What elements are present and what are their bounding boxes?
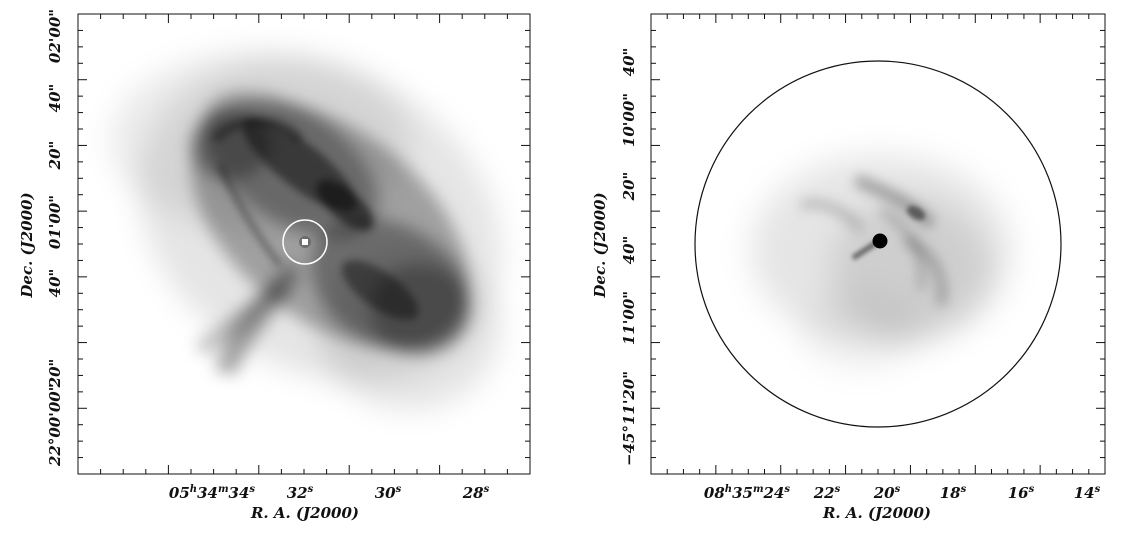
left-x-axis-title: R. A. (J2000) — [250, 504, 359, 522]
pulsar-marker-circle — [282, 219, 328, 265]
right-panel: 08h35m24s 22s 20s 18s 16s 14s R. A. (J20… — [561, 0, 1122, 536]
left-y-tick-2: 40" — [46, 269, 64, 298]
left-x-tick-3: 28s — [462, 484, 490, 502]
right-y-tick-2: 40" — [620, 236, 638, 265]
right-x-tick-3: 18s — [940, 484, 967, 502]
right-y-tick-1: 11'00" — [620, 291, 638, 345]
right-x-axis-title: R. A. (J2000) — [822, 504, 931, 522]
right-x-tick-0: 08h35m24s — [704, 484, 791, 502]
right-x-tick-2: 20s — [873, 484, 901, 502]
right-axis-ticks — [651, 14, 1105, 474]
vela-nebula-image — [751, 155, 1011, 370]
crab-nebula-image — [110, 50, 501, 410]
right-x-tick-5: 14s — [1074, 484, 1101, 502]
right-y-axis-title: Dec. (J2000) — [591, 192, 609, 298]
left-y-tick-0: 22°00'00" — [46, 383, 64, 467]
left-y-tick-3: 01'00" — [46, 195, 64, 249]
left-x-tick-2: 30s — [375, 484, 402, 502]
right-panel-svg: 08h35m24s 22s 20s 18s 16s 14s R. A. (J20… — [591, 13, 1106, 522]
left-y-tick-1: 20" — [46, 359, 64, 389]
left-y-tick-6: 02'00" — [46, 9, 64, 63]
left-panel-svg: 05h34m34s 32s 30s 28s R. A. (J2000) 22°0… — [18, 9, 531, 522]
right-y-tick-3: 20" — [620, 172, 638, 202]
right-y-tick-4: 10'00" — [620, 93, 638, 147]
left-axis-ticks — [78, 14, 530, 474]
right-y-tick-0: −45°11'20" — [620, 371, 638, 466]
left-x-tick-0: 05h34m34s — [169, 484, 256, 502]
left-y-tick-4: 20" — [46, 141, 64, 171]
extraction-circle — [694, 60, 1062, 428]
right-x-tick-4: 16s — [1008, 484, 1035, 502]
left-y-axis-title: Dec. (J2000) — [18, 192, 36, 298]
left-panel: 05h34m34s 32s 30s 28s R. A. (J2000) 22°0… — [18, 9, 531, 522]
right-x-tick-1: 22s — [813, 484, 841, 502]
right-y-tick-5: 40" — [620, 48, 638, 77]
left-y-tick-5: 40" — [46, 84, 64, 113]
left-x-tick-1: 32s — [287, 484, 314, 502]
